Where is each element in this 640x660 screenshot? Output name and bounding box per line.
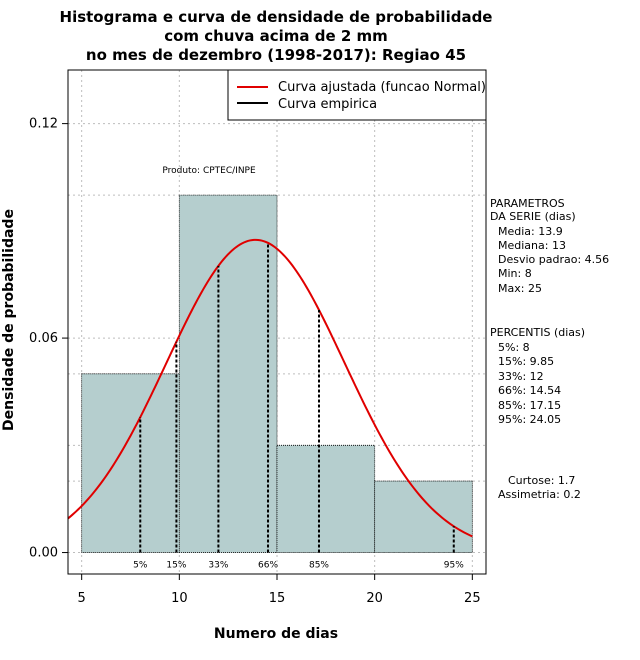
legend-label-empirical: Curva empirica (278, 97, 377, 112)
histogram-bar-4 (374, 480, 473, 553)
histogram-bars (81, 194, 473, 553)
y-tick-label-1: 0.06 (29, 331, 58, 346)
y-tick-label-0: 0.00 (29, 546, 58, 561)
x-tick-label-20: 20 (366, 591, 383, 606)
param-media: Media: 13.9 (498, 225, 563, 238)
histogram-bar-1 (81, 373, 180, 553)
axes: 5 10 15 20 25 0.00 0.06 0.12 (29, 117, 481, 606)
chart-title-line-2: com chuva acima de 2 mm (164, 27, 388, 45)
producer-label: Produto: CPTEC/INPE (162, 166, 256, 176)
percentile-label-33: 33% (208, 561, 228, 571)
curtose-label: Curtose: 1.7 (508, 474, 575, 487)
percentil-85: 85%: 17.15 (498, 399, 561, 412)
percentil-15: 15%: 9.85 (498, 355, 554, 368)
x-axis-title: Numero de dias (214, 626, 338, 642)
normal-curve (67, 238, 473, 538)
percentile-label-95: 95% (444, 561, 464, 571)
chart-title-line-3: no mes de dezembro (1998-2017): Regiao 4… (86, 46, 466, 64)
params-title-2: DA SERIE (dias) (490, 210, 576, 223)
histogram-bar-2 (178, 194, 278, 553)
percentile-label-15: 15% (166, 561, 186, 571)
percentil-95: 95%: 24.05 (498, 413, 561, 426)
percentil-66: 66%: 14.54 (498, 384, 561, 397)
y-tick-label-2: 0.12 (29, 117, 58, 132)
params-title-1: PARAMETROS (490, 197, 565, 210)
histogram-bar-3 (276, 444, 376, 553)
param-min: Min: 8 (498, 267, 532, 280)
statistics-panel: PARAMETROS DA SERIE (dias) Media: 13.9 M… (490, 197, 609, 501)
percentile-lines: 5% 15% 33% 66% 85% 95% (133, 242, 464, 571)
x-tick-label-25: 25 (464, 591, 481, 606)
y-axis-title: Densidade de probabilidade (1, 209, 17, 431)
param-max: Max: 25 (498, 282, 542, 295)
percentile-label-5: 5% (133, 561, 148, 571)
x-tick-label-10: 10 (171, 591, 188, 606)
legend-label-normal: Curva ajustada (funcao Normal) (278, 80, 486, 95)
legend: Curva ajustada (funcao Normal) Curva emp… (227, 69, 487, 121)
percentil-33: 33%: 12 (498, 370, 544, 383)
x-tick-label-5: 5 (78, 591, 86, 606)
percentil-5: 5%: 8 (498, 341, 530, 354)
chart-title-line-1: Histograma e curva de densidade de proba… (60, 8, 493, 26)
normal-curve-group (67, 238, 473, 538)
percentile-label-66: 66% (258, 561, 278, 571)
x-tick-label-15: 15 (269, 591, 286, 606)
percentis-title: PERCENTIS (dias) (490, 326, 585, 339)
legend-box (227, 69, 487, 121)
param-mediana: Mediana: 13 (498, 239, 566, 252)
percentile-label-85: 85% (309, 561, 329, 571)
param-desvio: Desvio padrao: 4.56 (498, 253, 609, 266)
assimetria-label: Assimetria: 0.2 (498, 488, 581, 501)
